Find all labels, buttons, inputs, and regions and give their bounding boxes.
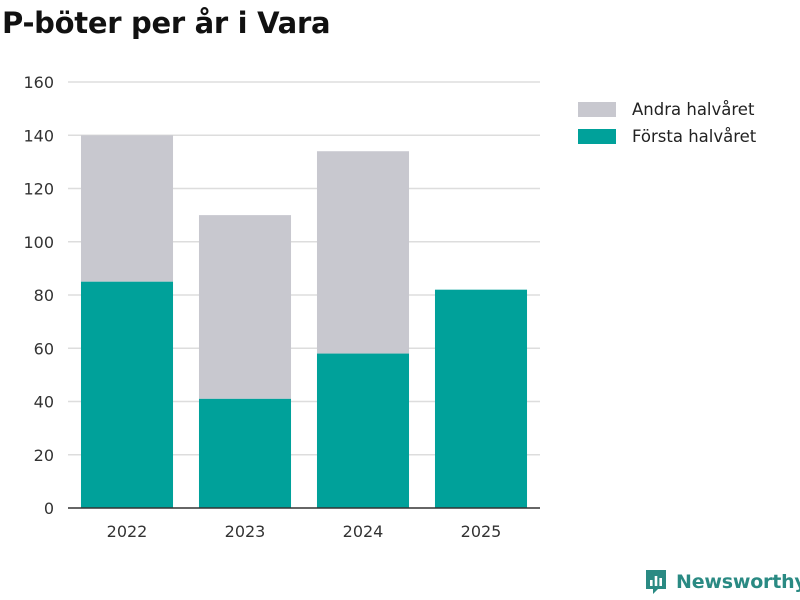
y-tick-label-100: 100 (23, 233, 54, 252)
y-tick-label-80: 80 (34, 286, 54, 305)
legend-swatch-andra (578, 102, 616, 117)
y-tick-label-120: 120 (23, 180, 54, 199)
bar-andra-2024 (316, 151, 410, 354)
legend-item-forsta: Första halvåret (578, 123, 756, 150)
bar-forsta-2025 (434, 289, 528, 508)
chart-title: P-böter per år i Vara (2, 6, 331, 40)
y-tick-label-0: 0 (44, 499, 54, 518)
x-tick-label-2022: 2022 (107, 522, 148, 541)
brand-name: Newsworthy (676, 571, 800, 593)
y-tick-label-40: 40 (34, 393, 54, 412)
legend-label-forsta: Första halvåret (632, 127, 757, 146)
legend-swatch-forsta (578, 129, 616, 144)
y-tick-label-140: 140 (23, 126, 54, 145)
legend-label-andra: Andra halvåret (632, 100, 755, 119)
x-tick-label-2024: 2024 (343, 522, 384, 541)
x-tick-label-2025: 2025 (461, 522, 502, 541)
bar-forsta-2022 (80, 281, 174, 508)
bar-andra-2023 (198, 215, 292, 399)
x-tick-label-2023: 2023 (225, 522, 266, 541)
bar-forsta-2024 (316, 353, 410, 508)
y-tick-label-20: 20 (34, 446, 54, 465)
bar-forsta-2023 (198, 398, 292, 508)
legend: Andra halvåret Första halvåret (578, 96, 756, 150)
y-tick-label-160: 160 (23, 73, 54, 92)
brand-logo[interactable]: Newsworthy (644, 568, 800, 596)
y-tick-label-60: 60 (34, 339, 54, 358)
newsworthy-logo-icon (646, 570, 666, 594)
bar-andra-2022 (80, 135, 174, 282)
legend-item-andra: Andra halvåret (578, 96, 756, 123)
